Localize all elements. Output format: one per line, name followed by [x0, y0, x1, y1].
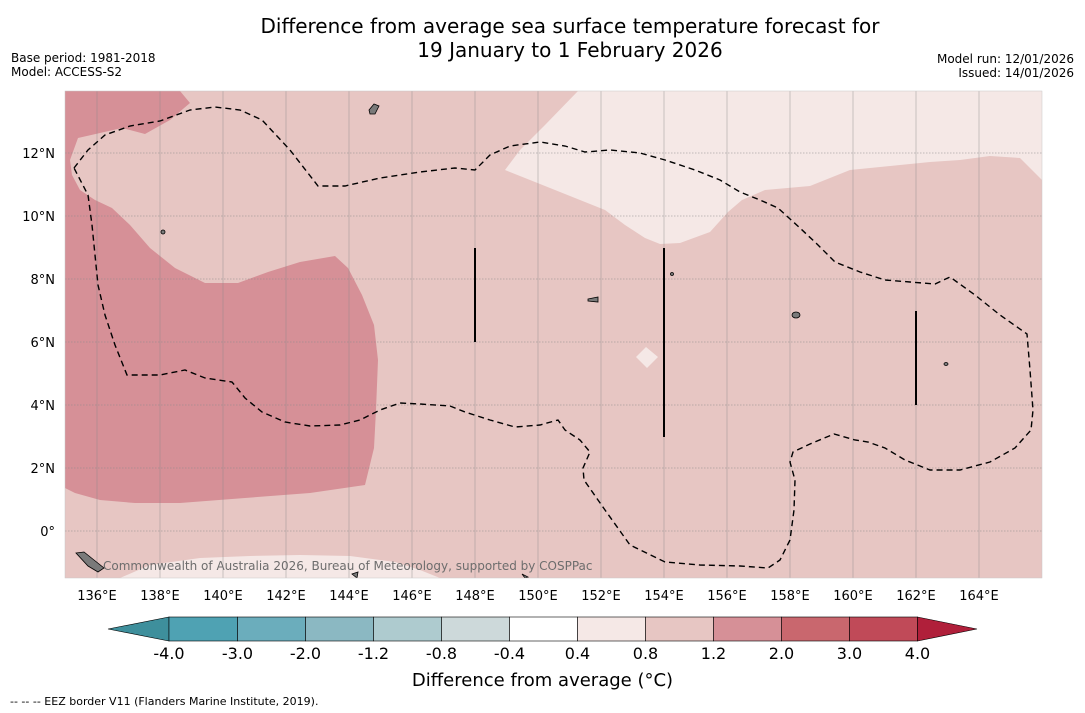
lat-label-4n: 4°N	[31, 399, 56, 414]
colorbar-cell	[373, 616, 442, 642]
lon-label-150e: 150°E	[518, 589, 558, 604]
lat-gridlines	[65, 152, 1042, 532]
colorbar-tick: 3.0	[836, 644, 863, 663]
anomaly-band-0-4-0-8-south	[120, 555, 440, 578]
colorbar-tick: -1.2	[357, 644, 390, 663]
colorbar-tick: -3.0	[221, 644, 254, 663]
lat-label-2n: 2°N	[31, 462, 56, 477]
lat-label-10n: 10°N	[22, 210, 55, 225]
lat-label-6n: 6°N	[31, 336, 56, 351]
colorbar-tick: -2.0	[289, 644, 322, 663]
lon-label-142e: 142°E	[266, 589, 306, 604]
lon-labels: 136°E 138°E 140°E 142°E 144°E 146°E 148°…	[77, 589, 999, 604]
map-plot-area: Commonwealth of Australia 2026, Bureau o…	[65, 91, 1042, 578]
boundary-lines	[474, 248, 917, 437]
colorbar-cell	[509, 616, 578, 642]
map-title-line1: Difference from average sea surface temp…	[260, 14, 880, 38]
lon-label-148e: 148°E	[455, 589, 495, 604]
anomaly-band-0-4-0-8-north	[505, 91, 1042, 244]
run-info: Model run: 12/01/2026 Issued: 14/01/2026	[937, 52, 1074, 80]
model-run-date: Model run: 12/01/2026	[936, 52, 1074, 66]
colorbar-tick: 0.4	[564, 644, 591, 663]
map-frame	[64, 90, 1043, 579]
lon-label-136e: 136°E	[77, 589, 117, 604]
colorbar-cell	[168, 616, 238, 642]
colorbar-cell	[237, 616, 306, 642]
lon-label-156e: 156°E	[707, 589, 747, 604]
colorbar-tick: -0.4	[493, 644, 526, 663]
model-info: Base period: 1981-2018 Model: ACCESS-S2	[11, 51, 156, 79]
colorbar-cell	[441, 616, 510, 642]
colorbar-label: Difference from average (°C)	[411, 670, 674, 691]
colorbar-tick: 2.0	[768, 644, 795, 663]
colorbar-extend-low	[107, 616, 170, 642]
colorbar-tick: 1.2	[700, 644, 727, 663]
colorbar-cell	[849, 616, 918, 642]
eez-borders	[73, 106, 1034, 569]
model-name: Model: ACCESS-S2	[11, 65, 123, 79]
colorbar-cell	[781, 616, 850, 642]
colorbar-extend-high	[917, 616, 978, 642]
lat-label-0: 0°	[40, 525, 55, 540]
map-title-line2: 19 January to 1 February 2026	[417, 38, 723, 62]
issued-date: Issued: 14/01/2026	[958, 66, 1074, 80]
lon-label-152e: 152°E	[581, 589, 621, 604]
base-period: Base period: 1981-2018	[11, 51, 156, 65]
lat-labels: 12°N 10°N 8°N 6°N 4°N 2°N 0°	[22, 147, 55, 540]
lon-label-162e: 162°E	[896, 589, 936, 604]
lon-label-140e: 140°E	[203, 589, 243, 604]
anomaly-band-1-2-2-0-west	[65, 91, 378, 503]
lon-label-138e: 138°E	[140, 589, 180, 604]
lon-label-164e: 164°E	[959, 589, 999, 604]
colorbar-cell	[713, 616, 782, 642]
lat-label-12n: 12°N	[22, 147, 55, 162]
colorbar	[107, 616, 978, 642]
colorbar-tick: 4.0	[904, 644, 931, 663]
eez-footnote: -- -- -- EEZ border V11 (Flanders Marine…	[10, 695, 319, 708]
colorbar-tick: -4.0	[153, 644, 185, 663]
colorbar-tick: 0.8	[632, 644, 659, 663]
colorbar-cell	[577, 616, 646, 642]
lat-label-8n: 8°N	[31, 273, 56, 288]
lon-gridlines	[96, 91, 980, 578]
lon-label-158e: 158°E	[770, 589, 810, 604]
lon-label-146e: 146°E	[392, 589, 432, 604]
lon-label-154e: 154°E	[644, 589, 684, 604]
lon-label-160e: 160°E	[833, 589, 873, 604]
map-watermark: Commonwealth of Australia 2026, Bureau o…	[103, 559, 593, 573]
anomaly-band-0-4-0-8-patch	[636, 347, 658, 368]
lon-label-144e: 144°E	[329, 589, 369, 604]
islands	[75, 103, 949, 578]
colorbar-cell	[645, 616, 714, 642]
colorbar-cell	[305, 616, 374, 642]
colorbar-tick: -0.8	[425, 644, 458, 663]
